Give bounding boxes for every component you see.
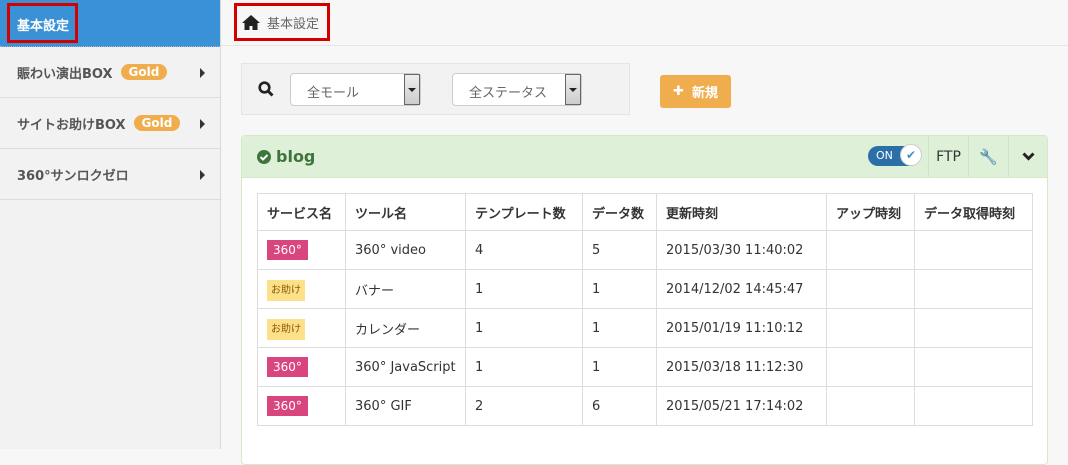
tool-cell: 360° video: [345, 230, 466, 270]
service-badge: 360°: [267, 395, 308, 416]
templates-cell: 1: [465, 269, 583, 309]
settings-button[interactable]: 🔧: [968, 136, 1008, 177]
collapse-button[interactable]: [1008, 136, 1048, 177]
caret-right-icon: [200, 119, 205, 129]
sidebar-item-label: サイトお助けBOX: [17, 117, 126, 133]
fetched-cell: [914, 308, 1033, 348]
service-badge: お助け: [267, 319, 305, 340]
tools-table: サービス名 ツール名 テンプレート数 データ数 更新時刻 アップ時刻 データ取得時刻 360…: [257, 193, 1033, 426]
fetched-cell: [914, 347, 1033, 387]
service-cell: 360°: [257, 230, 346, 270]
table-row[interactable]: お助け バナー 1 1 2014/12/02 14:45:47: [257, 269, 1033, 309]
service-cell: お助け: [257, 308, 346, 348]
top-bar: 基本設定: [221, 0, 1068, 46]
check-icon: ✔: [900, 144, 922, 166]
column-header: データ取得時刻: [914, 193, 1033, 231]
sidebar-item-nigiwai-box[interactable]: 賑わい演出BOX Gold: [0, 47, 220, 98]
uploaded-cell: [826, 230, 915, 270]
column-header: ツール名: [345, 193, 466, 231]
uploaded-cell: [826, 386, 915, 426]
dropdown-arrow-icon[interactable]: [565, 74, 581, 105]
sidebar-item-site-help-box[interactable]: サイトお助けBOX Gold: [0, 98, 220, 149]
templates-cell: 4: [465, 230, 583, 270]
templates-cell: 1: [465, 347, 583, 387]
uploaded-cell: [826, 308, 915, 348]
mall-select-value: 全モール: [307, 86, 360, 101]
column-header: アップ時刻: [826, 193, 915, 231]
search-icon: [258, 81, 274, 97]
templates-cell: 1: [465, 308, 583, 348]
service-cell: 360°: [257, 347, 346, 387]
mall-select[interactable]: 全モール: [290, 73, 421, 106]
toggle-label: ON: [876, 149, 893, 162]
table-row[interactable]: お助け カレンダー 1 1 2015/01/19 11:10:12: [257, 308, 1033, 348]
table-row[interactable]: 360° 360° GIF 2 6 2015/05/21 17:14:02: [257, 386, 1033, 426]
data-cell: 5: [582, 230, 657, 270]
table-row[interactable]: 360° 360° video 4 5 2015/03/30 11:40:02: [257, 230, 1033, 270]
uploaded-cell: [826, 269, 915, 309]
updated-cell: 2015/01/19 11:10:12: [656, 308, 827, 348]
gold-badge: Gold: [133, 115, 181, 131]
column-header: テンプレート数: [465, 193, 583, 231]
sidebar-item-label: 賑わい演出BOX: [17, 66, 113, 82]
fetched-cell: [914, 230, 1033, 270]
updated-cell: 2014/12/02 14:45:47: [656, 269, 827, 309]
data-cell: 1: [582, 347, 657, 387]
fetched-cell: [914, 269, 1033, 309]
service-cell: 360°: [257, 386, 346, 426]
fetched-cell: [914, 386, 1033, 426]
updated-cell: 2015/03/30 11:40:02: [656, 230, 827, 270]
caret-right-icon: [200, 170, 205, 180]
data-cell: 6: [582, 386, 657, 426]
updated-cell: 2015/05/21 17:14:02: [656, 386, 827, 426]
column-header: 更新時刻: [656, 193, 827, 231]
plus-icon: ✚: [673, 84, 684, 99]
service-badge: お助け: [267, 280, 305, 301]
on-toggle[interactable]: ON ✔: [868, 144, 922, 166]
sidebar-item-label: 360°サンロクゼロ: [17, 168, 129, 184]
panel-header: blog ON ✔ FTP 🔧: [242, 136, 1047, 178]
chevron-down-icon: [1022, 152, 1035, 161]
data-cell: 1: [582, 269, 657, 309]
breadcrumb-label: 基本設定: [267, 16, 320, 32]
service-badge: 360°: [267, 239, 308, 260]
sidebar-item-360[interactable]: 360°サンロクゼロ: [0, 149, 220, 200]
sidebar-item-basic-settings[interactable]: 基本設定: [0, 0, 220, 47]
caret-right-icon: [200, 68, 205, 78]
check-circle-icon: [257, 149, 271, 164]
uploaded-cell: [826, 347, 915, 387]
sidebar-item-label: 基本設定: [7, 3, 79, 43]
tool-cell: バナー: [345, 269, 466, 309]
column-header: データ数: [582, 193, 657, 231]
blog-panel: blog ON ✔ FTP 🔧 サービス名 ツール名 テンプレート数 データ数 更新時刻ア…: [241, 135, 1048, 465]
dropdown-arrow-icon[interactable]: [404, 74, 420, 105]
sidebar: 基本設定 賑わい演出BOX Gold サイトお助けBOX Gold 360°サンロク…: [0, 0, 221, 449]
table-row[interactable]: 360° 360° JavaScript 1 1 2015/03/18 11:12:30: [257, 347, 1033, 387]
ftp-label: FTP: [936, 148, 961, 165]
service-cell: お助け: [257, 269, 346, 309]
breadcrumb[interactable]: 基本設定: [234, 3, 331, 41]
status-select-value: 全ステータス: [469, 86, 548, 101]
tool-cell: 360° GIF: [345, 386, 466, 426]
ftp-button[interactable]: FTP: [928, 136, 968, 177]
panel-title: blog: [276, 147, 316, 166]
service-badge: 360°: [267, 356, 308, 377]
gold-badge: Gold: [120, 64, 168, 80]
status-select[interactable]: 全ステータス: [452, 73, 582, 106]
filter-bar: 全モール 全ステータス: [241, 63, 630, 115]
updated-cell: 2015/03/18 11:12:30: [656, 347, 827, 387]
wrench-icon: 🔧: [979, 147, 998, 166]
tool-cell: 360° JavaScript: [345, 347, 466, 387]
data-cell: 1: [582, 308, 657, 348]
new-button-label: 新規: [691, 86, 718, 101]
column-header: サービス名: [257, 193, 346, 231]
templates-cell: 2: [465, 386, 583, 426]
new-button[interactable]: ✚ 新規: [660, 75, 731, 108]
tool-cell: カレンダー: [345, 308, 466, 348]
home-icon: [242, 14, 260, 30]
